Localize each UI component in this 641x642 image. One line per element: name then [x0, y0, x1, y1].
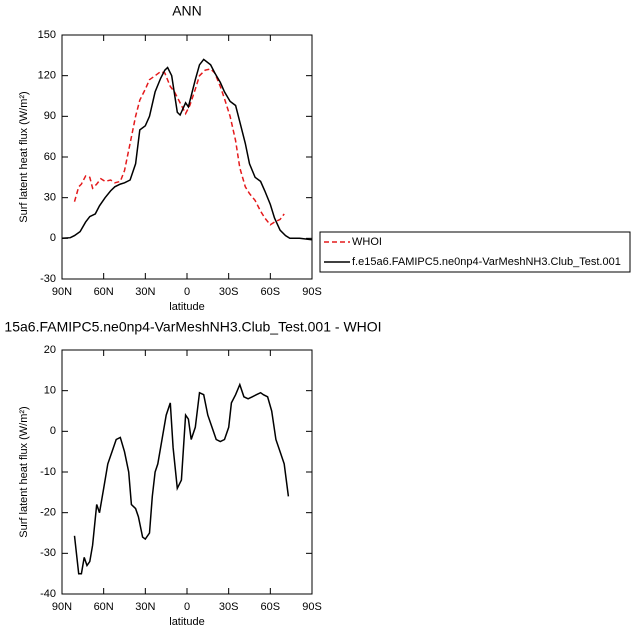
data-line: [73, 68, 285, 226]
data-line: [73, 382, 290, 575]
y-tick-label: -30: [40, 547, 56, 559]
y-tick-label: 30: [44, 192, 56, 204]
legend-box: [319, 231, 631, 273]
legend-label: f.e15a6.FAMIPC5.ne0np4-VarMeshNH3.Club_T…: [352, 256, 621, 268]
x-tick-label: 60N: [94, 601, 114, 613]
x-tick-label: 90S: [302, 286, 322, 298]
plot-frame: [61, 34, 313, 280]
y-tick-label: -30: [40, 273, 56, 285]
x-axis-label: latitude: [169, 616, 204, 628]
x-axis-label: latitude: [169, 301, 204, 313]
legend-label: WHOI: [352, 236, 382, 248]
x-tick-label: 90N: [52, 286, 72, 298]
y-tick-label: 0: [50, 425, 56, 437]
y-tick-label: 90: [44, 110, 56, 122]
y-axis-label: Surf latent heat flux (W/m²): [18, 406, 30, 537]
chart-title: ANN: [172, 3, 202, 19]
y-tick-label: 60: [44, 151, 56, 163]
plot-frame: [61, 349, 313, 595]
y-tick-label: -40: [40, 588, 56, 600]
data-line: [61, 58, 313, 241]
x-tick-label: 60S: [261, 286, 281, 298]
y-tick-label: 150: [38, 29, 56, 41]
y-tick-label: -20: [40, 507, 56, 519]
x-tick-label: 30S: [219, 286, 239, 298]
y-tick-label: 0: [50, 232, 56, 244]
x-tick-label: 30N: [135, 286, 155, 298]
x-tick-label: 60N: [94, 286, 114, 298]
x-tick-label: 0: [184, 601, 190, 613]
x-tick-label: 60S: [261, 601, 281, 613]
y-tick-label: 20: [44, 344, 56, 356]
x-tick-label: 30S: [219, 601, 239, 613]
y-tick-label: 120: [38, 70, 56, 82]
y-tick-label: -10: [40, 466, 56, 478]
x-tick-label: 90S: [302, 601, 322, 613]
x-tick-label: 0: [184, 286, 190, 298]
x-tick-label: 30N: [135, 601, 155, 613]
y-tick-label: 10: [44, 385, 56, 397]
x-tick-label: 90N: [52, 601, 72, 613]
chart-title: 15a6.FAMIPC5.ne0np4-VarMeshNH3.Club_Test…: [4, 319, 381, 335]
y-axis-label: Surf latent heat flux (W/m²): [18, 91, 30, 222]
